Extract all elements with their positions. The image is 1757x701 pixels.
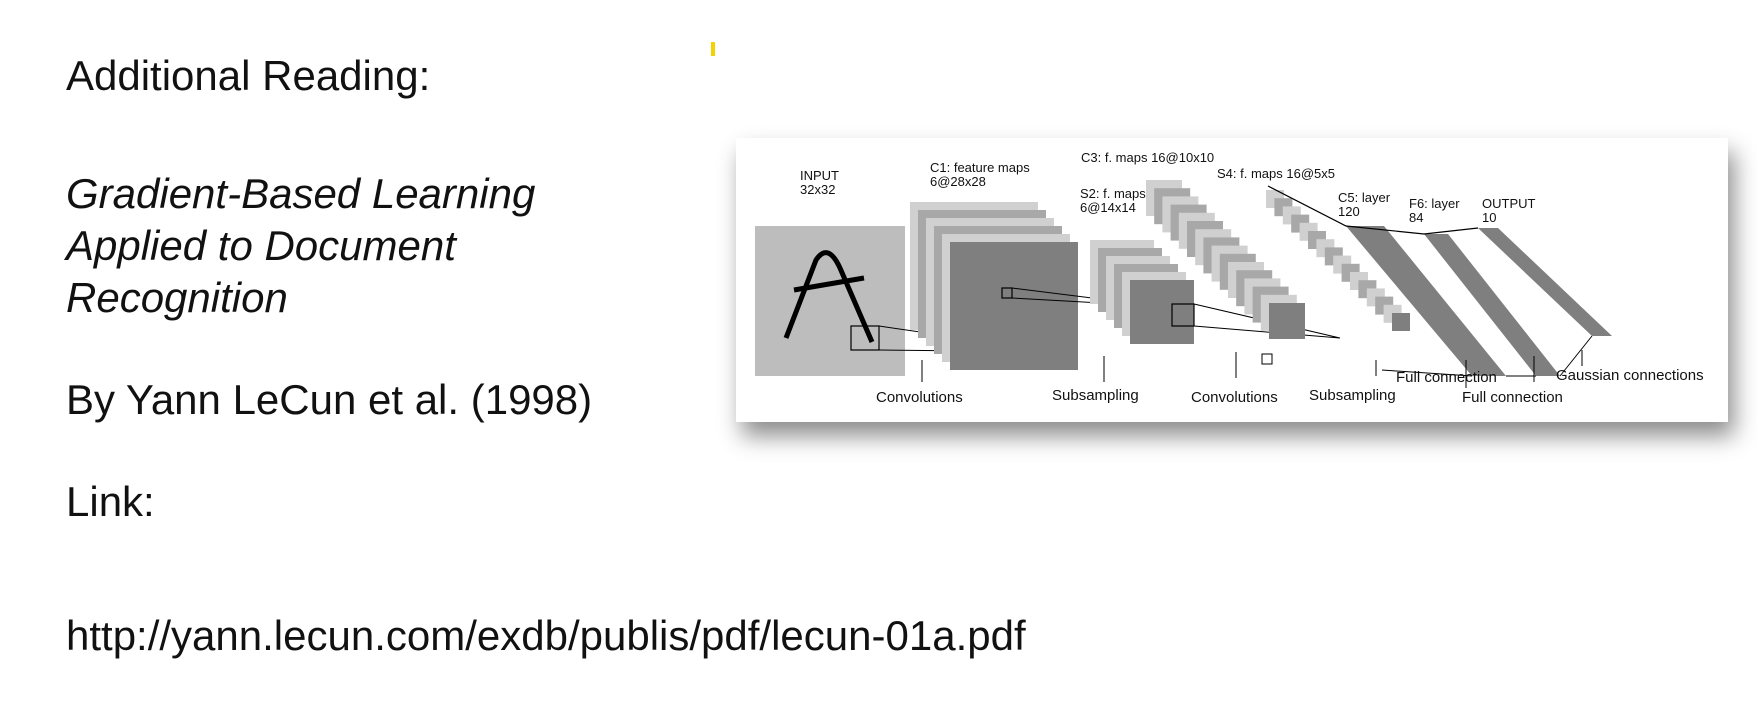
subsampling-label-2: Subsampling — [1309, 387, 1396, 404]
output-size: 10 — [1482, 210, 1496, 225]
full-connection-lines — [1267, 185, 1479, 235]
input-label: INPUT — [800, 168, 839, 183]
handwritten-a-crossbar — [793, 275, 865, 293]
paper-url-link[interactable]: http://yann.lecun.com/exdb/publis/pdf/le… — [66, 612, 1026, 659]
full-connection-label-2: Full connection — [1462, 389, 1563, 406]
output-label: OUTPUT — [1482, 196, 1536, 211]
paper-title-line-2: Applied to Document — [66, 222, 456, 269]
slide-heading: Additional Reading: — [66, 52, 431, 99]
convolutions-label-1: Convolutions — [876, 389, 963, 406]
s4-label: S4: f. maps 16@5x5 — [1217, 166, 1335, 181]
f6-layer-band — [1424, 234, 1560, 376]
c5-size: 120 — [1338, 204, 1360, 219]
link-label: Link: — [66, 478, 155, 525]
gaussian-connections-label: Gaussian connections — [1556, 367, 1704, 384]
subsampling-label-1: Subsampling — [1052, 387, 1139, 404]
paper-title-line-1: Gradient-Based Learning — [66, 170, 536, 217]
cursor-marker — [711, 42, 715, 56]
s2-feature-maps — [1090, 240, 1194, 344]
c3-feature-maps — [1146, 180, 1305, 339]
output-layer-band — [1478, 228, 1612, 336]
c5-label: C5: layer — [1338, 190, 1391, 205]
input-receptive-field — [850, 325, 880, 351]
s4-stack-plane — [1392, 313, 1410, 331]
input-size: 32x32 — [800, 182, 835, 197]
label-ticks — [921, 350, 1583, 388]
f6-label: F6: layer — [1409, 196, 1460, 211]
c3-label: C3: f. maps 16@10x10 — [1081, 150, 1214, 165]
c1-feature-maps — [910, 202, 1078, 370]
s4-receptive-field — [1261, 353, 1273, 365]
input-plane — [755, 226, 905, 376]
handwritten-a-glyph — [783, 250, 875, 343]
full-connection-label-1: Full connection — [1396, 369, 1497, 386]
s2-label: S2: f. maps — [1080, 186, 1146, 201]
paper-author: By Yann LeCun et al. (1998) — [66, 376, 593, 423]
c3-stack-plane — [1269, 303, 1305, 339]
c1-size: 6@28x28 — [930, 174, 986, 189]
lenet-diagram: INPUT 32x32 C1: feature maps 6@28x28 S2:… — [755, 150, 1704, 406]
s2-size: 6@14x14 — [1080, 200, 1136, 215]
convolutions-label-2: Convolutions — [1191, 389, 1278, 406]
paper-title: Gradient-Based Learning Applied to Docum… — [66, 168, 666, 324]
s4-feature-maps — [1266, 190, 1410, 331]
f6-size: 84 — [1409, 210, 1423, 225]
lenet-architecture-figure: INPUT 32x32 C1: feature maps 6@28x28 S2:… — [736, 138, 1728, 422]
c5-layer-band — [1346, 226, 1506, 376]
paper-title-line-3: Recognition — [66, 274, 288, 321]
c1-label: C1: feature maps — [930, 160, 1030, 175]
